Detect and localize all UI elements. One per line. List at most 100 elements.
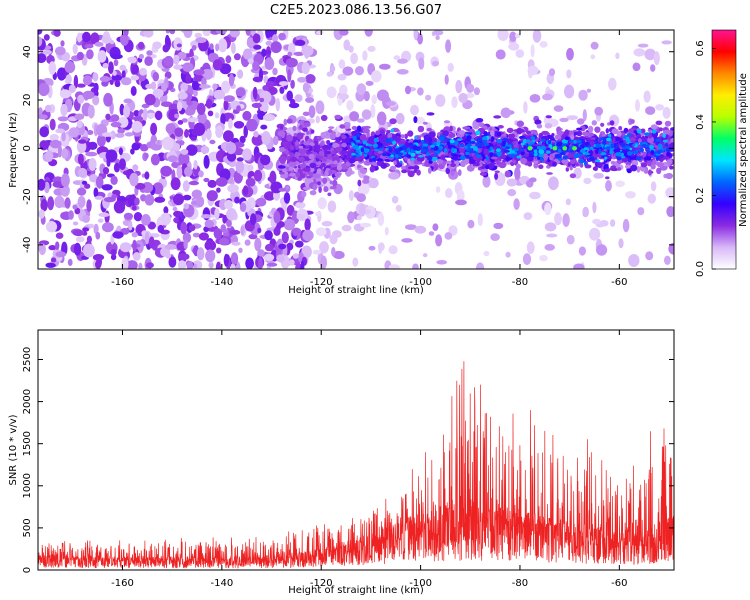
spectrogram-cell — [103, 92, 113, 107]
spectrogram-cell — [294, 94, 303, 102]
spectrogram-cell — [144, 93, 156, 106]
spectrogram-cell — [283, 218, 296, 231]
spectrogram-cell — [520, 142, 525, 146]
spectrogram-cell — [502, 143, 506, 147]
spectrogram-cell — [124, 132, 134, 137]
spectrogram-cell — [94, 195, 104, 200]
spectrogram-cell — [265, 80, 275, 88]
spectrogram-cell — [72, 229, 85, 237]
spectrogram-cell — [544, 244, 555, 251]
spectrogram-cell — [130, 86, 137, 96]
spectrogram-cell — [590, 54, 596, 60]
spectrogram-cell — [192, 232, 200, 238]
spectrogram-cell — [601, 155, 605, 158]
spectrogram-cell — [68, 210, 74, 220]
spectrogram-cell — [494, 170, 500, 174]
spectrogram-cell — [109, 79, 114, 85]
spectrogram-cell — [665, 172, 673, 180]
spectrogram-cell — [616, 156, 622, 161]
spectrogram-cell — [640, 128, 646, 134]
spectrogram-cell — [123, 30, 129, 37]
spectrogram-cell — [348, 190, 354, 201]
spectrogram-cell — [195, 37, 207, 44]
spectrogram-cell — [197, 112, 207, 124]
spectrogram-cell — [95, 231, 101, 240]
spectrogram-cell — [50, 257, 57, 263]
spectrogram-cell — [327, 155, 331, 160]
spectrogram-cell — [661, 40, 672, 45]
spectrogram-cell — [112, 231, 124, 239]
spectrogram-cell — [139, 67, 148, 76]
spectrogram-cell — [163, 206, 169, 215]
spectrogram-cell — [53, 30, 61, 37]
spectrogram-cell — [154, 110, 163, 121]
spectrogram-cell — [329, 180, 333, 185]
spectrogram-cell — [662, 133, 666, 138]
spectrogram-cell — [38, 30, 43, 35]
spectrogram-cell — [204, 240, 217, 251]
spectrogram-cell — [449, 139, 455, 144]
spectrogram-cell — [281, 231, 289, 244]
spectrogram-cell — [647, 129, 653, 132]
spectrogram-cell — [237, 69, 244, 79]
spectrogram-cell — [445, 188, 453, 199]
spectrogram-cell — [198, 170, 204, 178]
spectrogram-cell — [566, 69, 572, 79]
spectrogram-cell — [85, 151, 98, 157]
spectrogram-cell — [72, 221, 79, 226]
spectrogram-cell — [640, 162, 648, 168]
spectrogram-cell — [242, 48, 253, 60]
spectrogram-cell — [357, 164, 361, 169]
spectrogram-cell — [650, 150, 655, 155]
spectrogram-cell — [101, 132, 113, 137]
spectrogram-cell — [388, 245, 398, 255]
spectrogram-cell — [273, 210, 281, 224]
spectrogram-cell — [519, 148, 525, 152]
spectrogram-cell — [388, 264, 400, 269]
spectrogram-cell — [310, 129, 315, 134]
spectrogram-cell — [624, 164, 632, 169]
spectrogram-cell — [611, 128, 619, 135]
spectrogram-cell — [293, 51, 305, 57]
spectrogram-cell — [505, 146, 510, 150]
spectrogram-cell — [594, 126, 601, 133]
spectrogram-cell — [669, 165, 674, 170]
spectrogram-cell — [295, 262, 302, 269]
spectrogram-cell — [48, 61, 57, 75]
spectrogram-cell — [278, 32, 286, 41]
spectrogram-cell — [569, 173, 577, 179]
spectrogram-cell — [662, 106, 671, 119]
spectrogram-cell — [322, 177, 328, 184]
spectrogram-cell — [205, 249, 216, 263]
spectrogram-cell — [460, 155, 466, 161]
spectrogram-cell — [651, 159, 657, 165]
spectrogram-cell — [498, 161, 507, 169]
spectrogram-cell — [253, 44, 262, 50]
spectrogram-cell — [539, 41, 548, 48]
spectrogram-cell — [305, 97, 314, 103]
spectrogram-cell — [176, 43, 182, 48]
spectrogram-cell — [485, 164, 490, 170]
spectrogram-cell — [414, 161, 423, 165]
spectrogram-cell — [49, 134, 59, 141]
spectrogram-cell — [657, 143, 663, 149]
spectrogram-cell — [431, 156, 438, 162]
spectrogram-cell — [218, 237, 230, 246]
spectrogram-cell — [313, 144, 321, 151]
spectrogram-cell — [542, 153, 549, 161]
spectrogram-cell — [443, 120, 451, 124]
spectrogram-cell — [236, 105, 241, 112]
spectrogram-cell — [578, 246, 587, 256]
x-tick-label: -120 — [310, 277, 333, 288]
snr-frame — [37, 329, 675, 571]
spectrogram-cell — [566, 234, 575, 245]
spectrogram-cell — [329, 132, 336, 140]
spectrogram-cell — [440, 154, 446, 160]
spectrogram-cell — [562, 155, 569, 160]
spectrogram-cell — [89, 174, 98, 183]
spectrogram-cell — [352, 135, 357, 141]
spectrogram-cell — [330, 65, 336, 72]
spectrogram-cell — [511, 153, 515, 159]
spectrogram-cell — [490, 233, 500, 242]
spectrogram-cell — [207, 110, 214, 117]
